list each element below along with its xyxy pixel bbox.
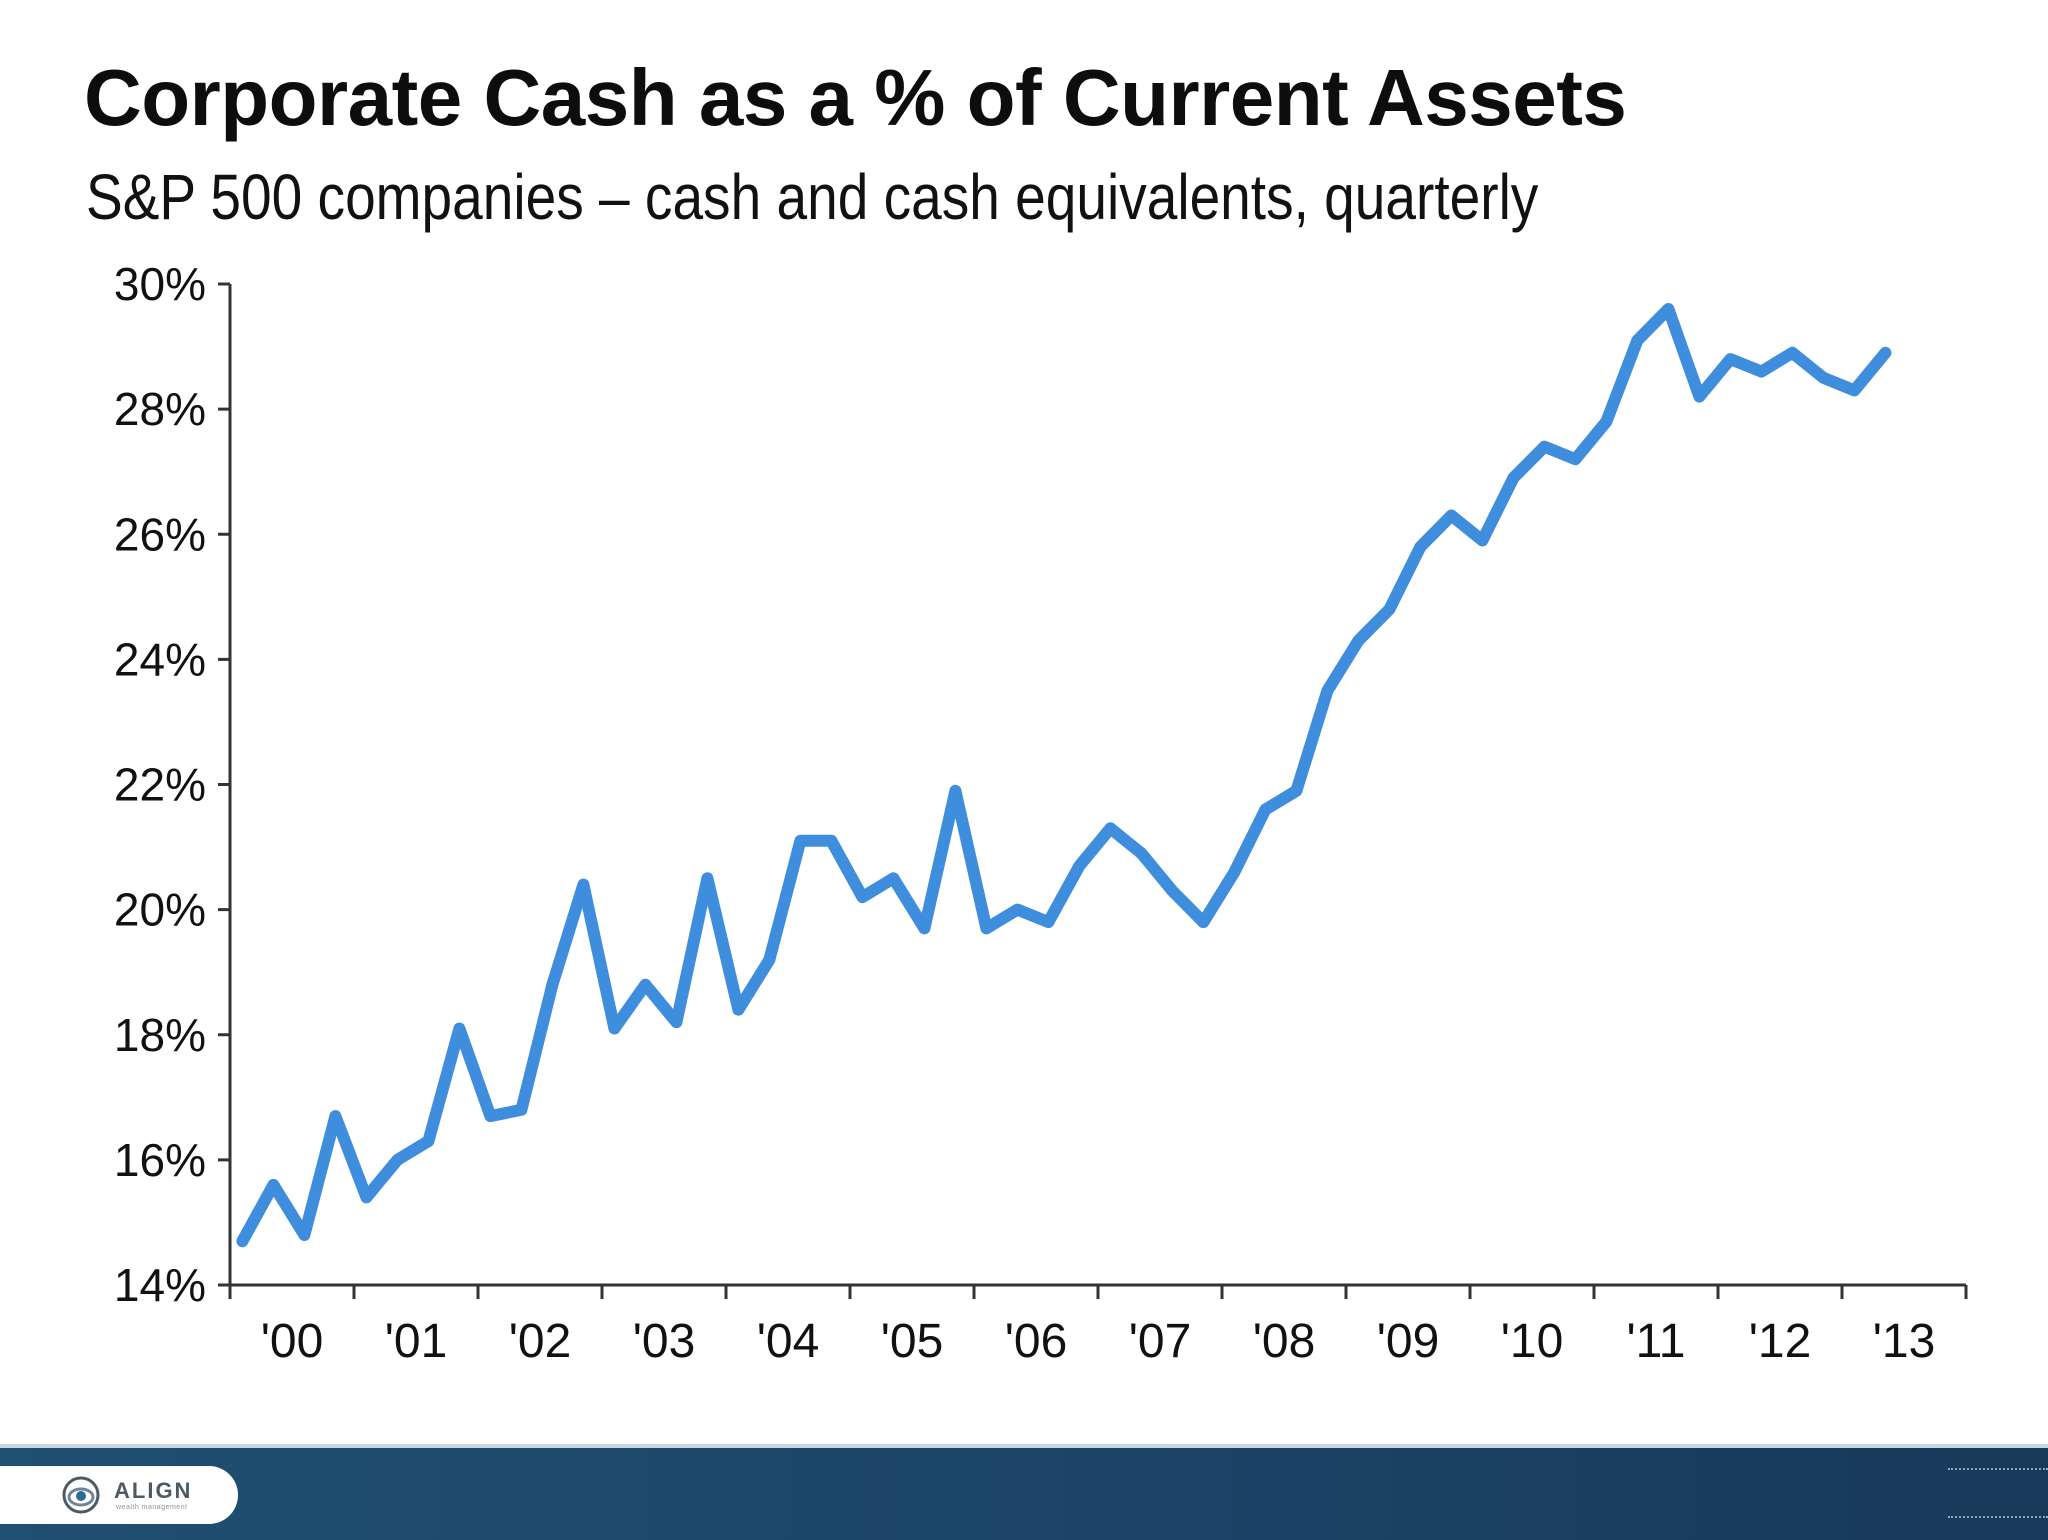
x-tick-label: '11 <box>1627 1315 1686 1368</box>
y-tick-label: 18% <box>114 1009 206 1061</box>
data-point <box>671 1017 682 1028</box>
data-point <box>1477 535 1488 546</box>
data-point <box>1074 860 1085 871</box>
data-point <box>1446 510 1457 521</box>
y-tick-label: 28% <box>114 383 206 435</box>
x-tick-label: '00 <box>261 1315 324 1368</box>
data-point <box>1136 848 1147 859</box>
data-point <box>640 979 651 990</box>
decorative-dotted-line <box>1948 1468 2048 1470</box>
x-tick-label: '07 <box>1129 1315 1192 1368</box>
data-point <box>1012 904 1023 915</box>
data-point <box>1105 823 1116 834</box>
data-point <box>392 1154 403 1165</box>
x-tick-label: '09 <box>1377 1315 1440 1368</box>
data-point <box>454 1023 465 1034</box>
data-point <box>361 1192 372 1203</box>
data-point <box>609 1023 620 1034</box>
y-tick-label: 20% <box>114 884 206 936</box>
data-point <box>1849 385 1860 396</box>
data-point <box>1725 354 1736 365</box>
data-point <box>1663 304 1674 315</box>
data-point <box>826 835 837 846</box>
x-tick-label: '06 <box>1005 1315 1068 1368</box>
data-point <box>702 873 713 884</box>
data-point <box>1260 804 1271 815</box>
data-point <box>1539 441 1550 452</box>
data-point <box>299 1229 310 1240</box>
x-tick-label: '02 <box>509 1315 572 1368</box>
y-tick-label: 30% <box>114 258 206 310</box>
data-point <box>1632 335 1643 346</box>
data-point <box>547 979 558 990</box>
logo-wordmark: ALIGN <box>114 1478 193 1503</box>
logo-tagline: wealth management <box>116 1504 188 1511</box>
x-tick-label: '03 <box>633 1315 696 1368</box>
data-point <box>268 1179 279 1190</box>
data-point <box>857 892 868 903</box>
data-point <box>1508 472 1519 483</box>
footer-bar: ALIGN wealth management <box>0 1444 2048 1540</box>
chart-subtitle: S&P 500 companies – cash and cash equiva… <box>86 161 1539 233</box>
y-tick-label: 14% <box>114 1259 206 1311</box>
data-point <box>919 923 930 934</box>
data-point <box>1322 685 1333 696</box>
x-tick-label: '05 <box>881 1315 944 1368</box>
data-point <box>423 1136 434 1147</box>
x-tick-label: '10 <box>1501 1315 1564 1368</box>
data-point <box>1198 917 1209 928</box>
x-tick-label: '04 <box>757 1315 820 1368</box>
data-point <box>485 1111 496 1122</box>
data-point <box>237 1236 248 1247</box>
data-point <box>981 923 992 934</box>
y-tick-label: 24% <box>114 633 206 685</box>
eye-logo-icon <box>62 1476 100 1514</box>
data-point <box>1694 391 1705 402</box>
y-tick-label: 22% <box>114 759 206 811</box>
data-point <box>1291 785 1302 796</box>
line-chart: 14% 16% 18% 20% 22% 24% 26% 28% 30% '00 '01 '02 '03 '… <box>114 258 1968 1368</box>
data-point <box>578 879 589 890</box>
chart-title: Corporate Cash as a % of Current Assets <box>84 53 1627 142</box>
data-point <box>1353 635 1364 646</box>
data-point <box>1756 366 1767 377</box>
data-point <box>330 1111 341 1122</box>
data-point <box>950 785 961 796</box>
data-point <box>1167 885 1178 896</box>
data-point <box>888 873 899 884</box>
x-tick-label: '12 <box>1749 1315 1812 1368</box>
data-point <box>1229 867 1240 878</box>
y-tick-label: 16% <box>114 1134 206 1186</box>
x-tick-label: '13 <box>1873 1315 1936 1368</box>
data-point <box>733 1004 744 1015</box>
data-point <box>1787 347 1798 358</box>
y-tick-label: 26% <box>114 508 206 560</box>
data-point <box>764 954 775 965</box>
data-point <box>516 1104 527 1115</box>
x-tick-label: '01 <box>385 1315 448 1368</box>
data-point <box>795 835 806 846</box>
x-tick-label: '08 <box>1253 1315 1316 1368</box>
data-point <box>1570 454 1581 465</box>
data-point <box>1818 372 1829 383</box>
data-point <box>1043 917 1054 928</box>
data-point <box>1601 416 1612 427</box>
data-point <box>1880 347 1891 358</box>
series-line <box>236 303 1892 1248</box>
decorative-dotted-line <box>1948 1516 2048 1518</box>
data-point <box>1384 604 1395 615</box>
data-point <box>1415 541 1426 552</box>
company-logo[interactable]: ALIGN wealth management <box>0 1466 238 1524</box>
